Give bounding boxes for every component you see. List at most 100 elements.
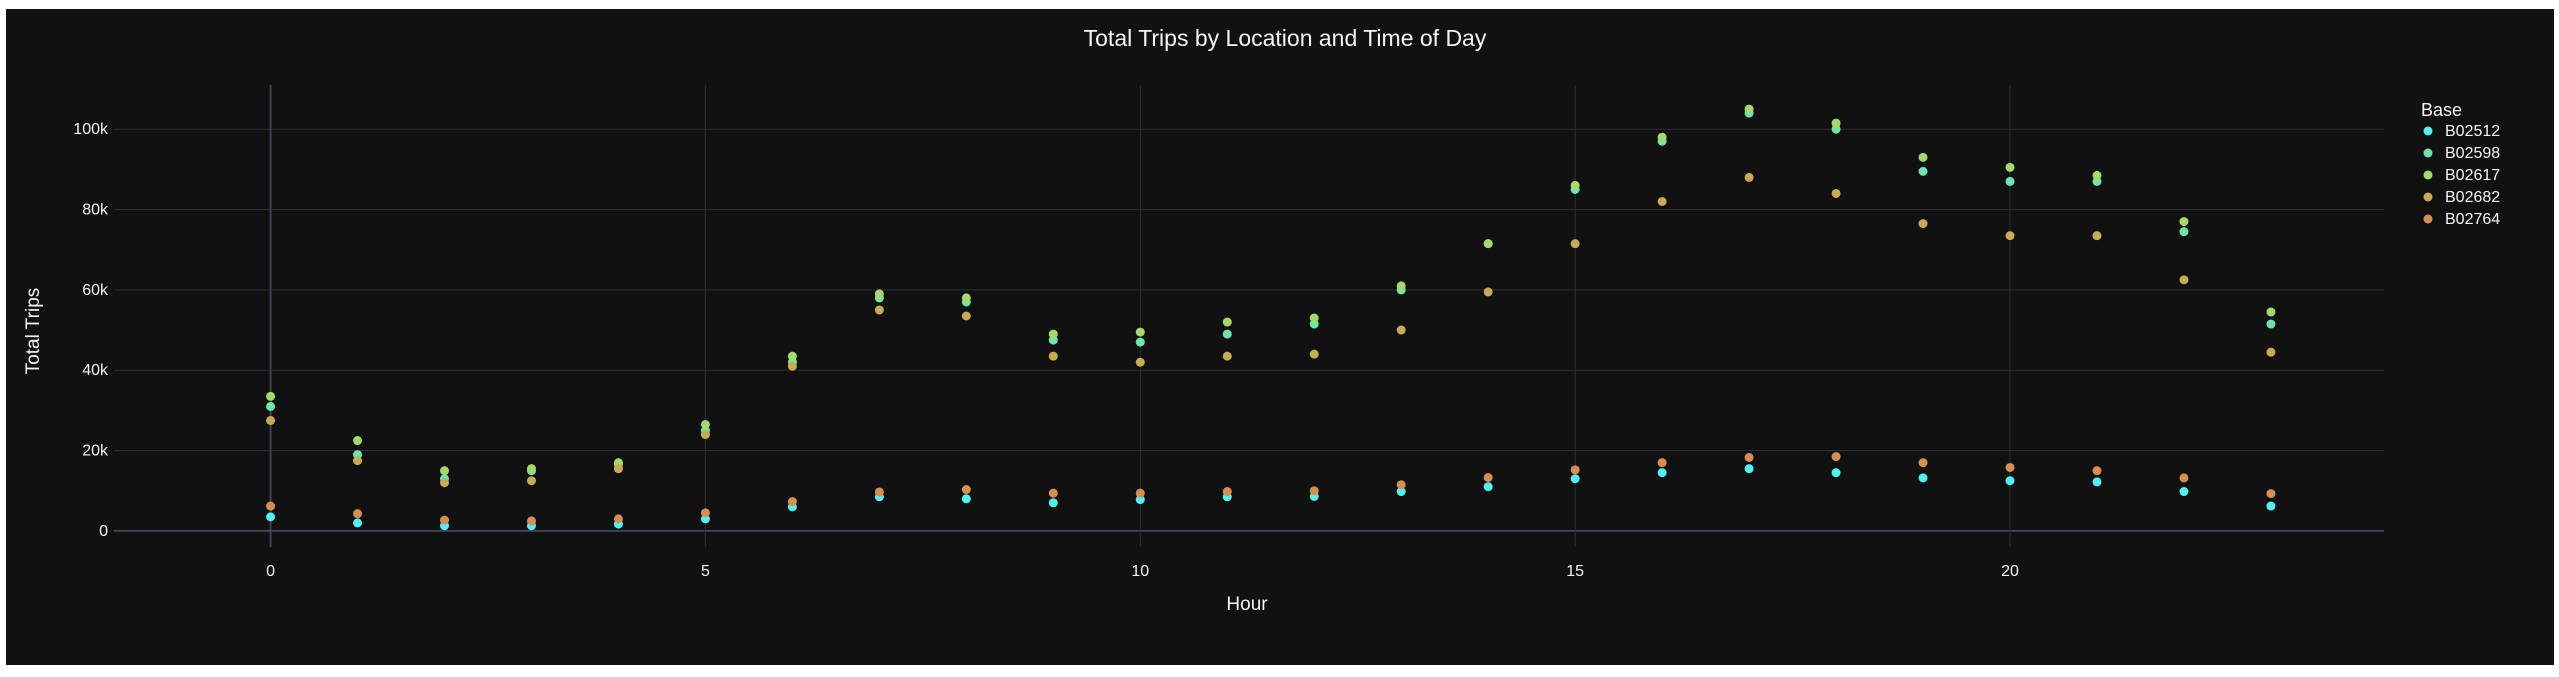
data-point[interactable] (2266, 347, 2276, 357)
data-point[interactable] (266, 512, 276, 522)
data-point[interactable] (1657, 132, 1667, 142)
data-point[interactable] (1135, 337, 1145, 347)
data-point[interactable] (526, 476, 536, 486)
data-point[interactable] (1222, 317, 1232, 327)
data-point[interactable] (439, 515, 449, 525)
data-point[interactable] (961, 494, 971, 504)
data-point[interactable] (353, 436, 363, 446)
data-point[interactable] (266, 501, 276, 511)
data-point[interactable] (700, 430, 710, 440)
data-point[interactable] (2005, 462, 2015, 472)
data-point[interactable] (1483, 287, 1493, 297)
data-point[interactable] (526, 464, 536, 474)
data-point[interactable] (1135, 488, 1145, 498)
legend-item-B02682[interactable]: B02682 (2423, 189, 2501, 206)
data-point[interactable] (2005, 162, 2015, 172)
data-point[interactable] (266, 401, 276, 411)
data-point[interactable] (787, 351, 797, 361)
data-point[interactable] (874, 289, 884, 299)
data-point[interactable] (1396, 480, 1406, 490)
data-point[interactable] (787, 497, 797, 507)
data-point[interactable] (2179, 227, 2189, 237)
data-point[interactable] (266, 415, 276, 425)
data-point[interactable] (1048, 498, 1058, 508)
data-point[interactable] (1744, 464, 1754, 474)
data-point[interactable] (961, 485, 971, 495)
data-point[interactable] (1048, 488, 1058, 498)
data-point[interactable] (1744, 452, 1754, 462)
data-point[interactable] (1483, 472, 1493, 482)
data-point[interactable] (2005, 176, 2015, 186)
data-point[interactable] (2005, 231, 2015, 241)
data-point[interactable] (613, 514, 623, 524)
data-point[interactable] (353, 509, 363, 519)
data-point[interactable] (1918, 166, 1928, 176)
data-point[interactable] (1570, 180, 1580, 190)
legend-item-B02617[interactable]: B02617 (2423, 167, 2501, 184)
data-point[interactable] (353, 518, 363, 528)
data-point[interactable] (1135, 357, 1145, 367)
data-point[interactable] (1570, 474, 1580, 484)
data-point[interactable] (1222, 487, 1232, 497)
data-point[interactable] (2266, 489, 2276, 499)
legend-item-B02512[interactable]: B02512 (2423, 123, 2501, 140)
data-point[interactable] (1483, 482, 1493, 492)
data-point[interactable] (1309, 349, 1319, 359)
data-point[interactable] (1048, 329, 1058, 339)
data-point[interactable] (1135, 495, 1145, 505)
data-point[interactable] (1396, 325, 1406, 335)
data-point[interactable] (700, 419, 710, 429)
data-point[interactable] (2092, 170, 2102, 180)
data-point[interactable] (787, 361, 797, 371)
data-point[interactable] (439, 466, 449, 476)
data-point[interactable] (1135, 327, 1145, 337)
data-point[interactable] (1657, 468, 1667, 478)
data-point[interactable] (1831, 468, 1841, 478)
data-point[interactable] (2092, 477, 2102, 487)
legend-item-B02598[interactable]: B02598 (2423, 145, 2501, 162)
data-point[interactable] (961, 311, 971, 321)
data-point[interactable] (1918, 152, 1928, 162)
data-point[interactable] (1483, 239, 1493, 249)
data-point[interactable] (1396, 487, 1406, 497)
data-point[interactable] (2005, 476, 2015, 486)
data-point[interactable] (1309, 313, 1319, 323)
data-point[interactable] (961, 293, 971, 303)
data-point[interactable] (1831, 452, 1841, 462)
data-point[interactable] (2179, 487, 2189, 497)
data-point[interactable] (1048, 351, 1058, 361)
data-point[interactable] (1570, 465, 1580, 475)
data-point[interactable] (700, 508, 710, 518)
data-point[interactable] (1657, 458, 1667, 468)
data-point[interactable] (1657, 197, 1667, 207)
data-point[interactable] (1396, 281, 1406, 291)
data-point[interactable] (2266, 319, 2276, 329)
data-point[interactable] (2092, 466, 2102, 476)
data-point[interactable] (2092, 231, 2102, 241)
data-point[interactable] (2266, 501, 2276, 511)
legend-item-B02764[interactable]: B02764 (2423, 211, 2501, 228)
data-point[interactable] (1918, 458, 1928, 468)
data-point[interactable] (2266, 307, 2276, 317)
data-point[interactable] (526, 516, 536, 526)
data-point[interactable] (1222, 351, 1232, 361)
data-point[interactable] (2179, 217, 2189, 227)
data-point[interactable] (1744, 104, 1754, 114)
data-point[interactable] (874, 487, 884, 497)
data-point[interactable] (1918, 473, 1928, 483)
data-point[interactable] (613, 464, 623, 474)
y-tick-label: 40k (82, 362, 109, 379)
data-point[interactable] (1570, 239, 1580, 249)
data-point[interactable] (439, 478, 449, 488)
data-point[interactable] (1831, 188, 1841, 198)
data-point[interactable] (2179, 473, 2189, 483)
data-point[interactable] (353, 456, 363, 466)
data-point[interactable] (1222, 329, 1232, 339)
data-point[interactable] (1918, 219, 1928, 229)
data-point[interactable] (874, 305, 884, 315)
data-point[interactable] (1831, 118, 1841, 128)
data-point[interactable] (2179, 275, 2189, 285)
data-point[interactable] (1744, 172, 1754, 182)
data-point[interactable] (266, 391, 276, 401)
data-point[interactable] (1309, 486, 1319, 496)
